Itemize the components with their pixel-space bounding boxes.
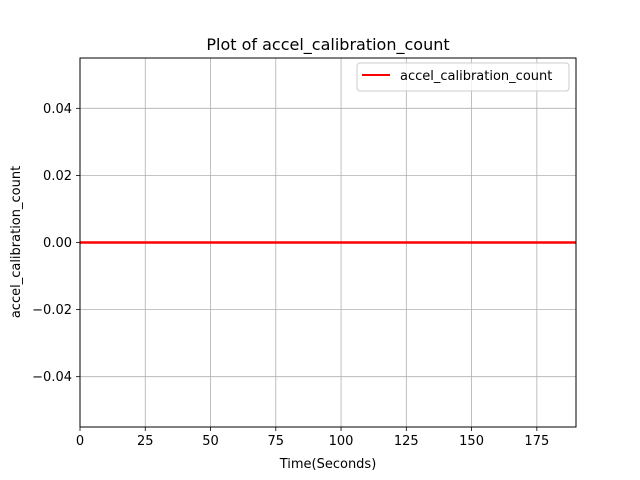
x-tick-label: 50 <box>202 434 219 449</box>
y-tick-label: −0.02 <box>32 303 72 318</box>
legend: accel_calibration_count <box>356 62 570 92</box>
y-axis-title: accel_calibration_count <box>9 166 24 318</box>
y-tick-label: −0.04 <box>32 370 72 385</box>
chart-title: Plot of accel_calibration_count <box>206 35 449 55</box>
x-tick-label: 100 <box>329 434 354 449</box>
x-tick-label: 0 <box>76 434 84 449</box>
x-axis: 0 25 50 75 100 125 150 175 <box>76 427 549 449</box>
y-tick-label: 0.04 <box>43 102 72 117</box>
x-tick-label: 75 <box>268 434 285 449</box>
y-axis: −0.04 −0.02 0.00 0.02 0.04 <box>32 102 80 385</box>
x-tick-label: 25 <box>137 434 154 449</box>
x-tick-label: 125 <box>394 434 419 449</box>
x-tick-label: 175 <box>524 434 549 449</box>
x-axis-title: Time(Seconds) <box>279 457 377 472</box>
y-tick-label: 0.00 <box>43 236 72 251</box>
legend-box <box>356 62 570 92</box>
y-tick-label: 0.02 <box>43 169 72 184</box>
x-tick-label: 150 <box>459 434 484 449</box>
legend-label: accel_calibration_count <box>400 69 552 84</box>
